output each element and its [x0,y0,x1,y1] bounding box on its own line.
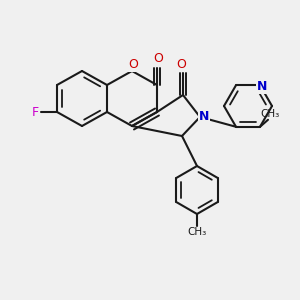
Text: CH₃: CH₃ [188,227,207,237]
Text: O: O [153,52,163,65]
Text: F: F [32,106,39,118]
Text: N: N [257,80,267,93]
Text: O: O [128,58,138,70]
Text: N: N [199,110,209,124]
Text: O: O [176,58,186,70]
Text: CH₃: CH₃ [260,109,280,119]
